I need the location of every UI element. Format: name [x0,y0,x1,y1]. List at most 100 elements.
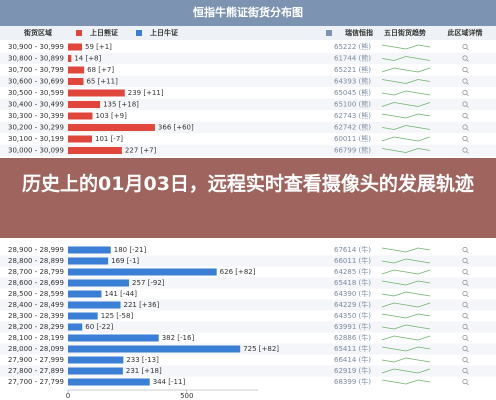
detail-icon [462,124,468,130]
code: 64350 (牛) [334,311,371,320]
row-bg [0,87,496,99]
bar [68,345,241,353]
detail-icon [462,147,468,153]
bar-label: 65 [+11] [86,78,118,86]
bar [68,279,130,287]
trend-line [381,102,431,107]
title: 恒指牛熊证街货分布图 [193,5,303,19]
detail-icon-handle [466,128,469,131]
x-tick-label: 500 [180,392,193,400]
detail-icon-handle [466,59,469,62]
range: 30,300 - 30,399 [8,112,64,120]
range: 27,800 - 27,899 [8,367,64,375]
detail-icon [462,78,468,84]
detail-icon [462,89,468,96]
trend-line [381,67,431,73]
range: 28,300 - 28,399 [8,312,64,320]
bar [68,323,83,331]
code: 65100 (熊) [334,100,371,109]
detail-icon-handle [466,382,469,386]
bar-label: 382 [-16] [162,334,195,342]
bar-label: 231 [+18] [126,367,162,375]
detail-icon [462,378,468,385]
range: 28,900 - 28,999 [8,246,64,254]
detail-icon [462,66,468,73]
code: 66011 (牛) [334,256,371,265]
detail-icon [462,257,468,264]
trend-line [381,302,431,308]
column-header: 瑞信恒指 [345,28,373,37]
trend-line [381,335,431,341]
detail-icon-handle [466,261,469,265]
bar-label: 59 [+1] [85,43,112,51]
trend-line [381,379,431,385]
row-bg [0,52,496,65]
detail-icon [462,43,468,50]
detail-icon-handle [466,82,469,85]
detail-icon-handle [466,338,469,342]
bar [68,55,72,62]
detail-icon [462,345,468,352]
range: 28,000 - 28,099 [8,345,64,353]
detail-icon [462,334,468,341]
code: 62919 (牛) [334,366,371,375]
bar [68,112,93,120]
bar-label: 169 [-1] [111,257,139,265]
bar-label: 101 [-7] [95,135,123,143]
detail-icon [462,301,468,308]
detail-icon-handle [466,360,469,364]
column-header: 此区域详情 [448,28,483,37]
detail-icon [462,55,468,61]
range: 28,200 - 28,299 [8,323,64,331]
row-bg [0,354,496,366]
row-bg [0,376,496,388]
bar-label: 257 [-92] [132,279,165,287]
trend-line [381,44,431,50]
detail-icon [462,290,468,297]
range: 30,500 - 30,599 [8,89,64,97]
trend-line [381,113,431,119]
detail-icon [462,279,468,286]
bar [68,135,92,143]
bar-label: 725 [+82] [243,345,279,353]
code: 65045 (熊) [334,88,371,97]
bar [68,312,98,320]
trend-line [381,357,431,363]
code: 62886 (牛) [334,333,371,342]
row-bg [0,133,496,145]
trend-line [381,324,431,330]
column-header: 上日牛证 [150,28,178,37]
bar [68,124,155,131]
bar-label: 221 [+36] [123,301,159,309]
row-bg [0,321,496,333]
trend-line [381,125,431,130]
detail-icon-handle [466,116,469,120]
range: 28,700 - 28,799 [8,268,64,276]
bar-label: 239 [+11] [128,89,164,97]
column-header: 五日街货趋势 [384,28,426,37]
code: 65418 (牛) [334,278,371,287]
bar [68,356,124,364]
bar-label: 135 [+18] [103,101,139,109]
detail-icon-handle [466,316,469,320]
trend-line [381,269,431,275]
row-bg [0,121,496,134]
legend-swatch [326,30,332,36]
range: 27,900 - 27,999 [8,356,64,364]
row-bg [0,98,496,111]
code: 65222 (熊) [334,42,371,51]
bar [68,101,101,108]
trend-line [381,291,431,297]
detail-icon [462,246,468,253]
bar [68,43,83,51]
range: 30,900 - 30,999 [8,43,64,51]
detail-icon-handle [466,371,469,375]
trend-line [381,56,431,61]
row-bg [0,110,496,122]
bar [68,301,121,309]
detail-icon [462,268,468,275]
bar [68,78,84,85]
detail-icon-handle [466,305,469,309]
